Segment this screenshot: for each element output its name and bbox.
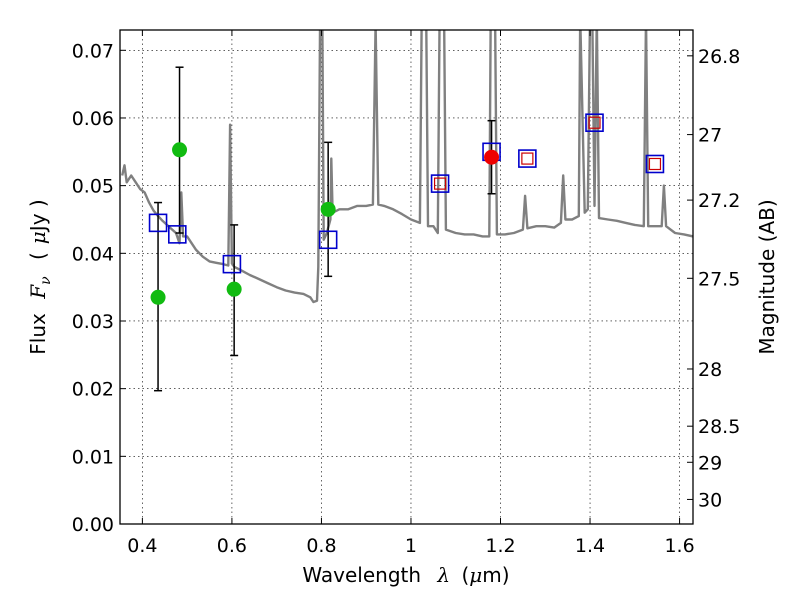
model-photometry-inner-square [521, 152, 534, 165]
y-tick-label: 0.04 [72, 243, 114, 265]
x-tick-label: 1.4 [575, 535, 605, 557]
y-tick-label: 0.00 [72, 514, 114, 536]
y-tick-label: 0.01 [72, 446, 114, 468]
detected-points [484, 149, 500, 165]
model-photometry-square [645, 154, 665, 174]
mag-tick-label: 28 [698, 359, 722, 381]
y-axis-symbol: F [26, 284, 50, 300]
detected-point [484, 149, 500, 165]
magnitude-tick-labels: 26.8 27 27.2 27.5 28 28.5 29 30 [698, 46, 740, 512]
y-tick-label: 0.06 [72, 108, 114, 130]
mag-tick-label: 27.2 [698, 190, 740, 212]
x-tick-label: 0.4 [127, 535, 157, 557]
model-spectrum-line [121, 30, 693, 304]
model-photometry-square [222, 254, 242, 274]
model-photometry-squares [148, 113, 665, 274]
y-tick-label: 0.02 [72, 379, 114, 401]
model-photometry-square [318, 230, 338, 250]
x-axis-unit-mu: μ [469, 563, 482, 587]
observed-point [320, 201, 336, 217]
mag-tick-label: 29 [698, 452, 722, 474]
mag-tick-label: 30 [698, 489, 722, 511]
mag-tick-label: 26.8 [698, 46, 740, 68]
y-tick-label: 0.07 [72, 40, 114, 62]
plot-frame [119, 29, 694, 525]
axis-ticks [120, 30, 693, 525]
x-tick-labels: 0.4 0.6 0.8 1 1.2 1.4 1.6 [127, 535, 694, 557]
x-axis-label: Wavelength λ (μm) [302, 563, 509, 587]
observed-point [226, 281, 242, 297]
y-axis-unit-mu: μ [26, 231, 50, 244]
x-tick-label: 1.2 [485, 535, 515, 557]
y-axis-unit-rest: Jy ) [26, 199, 50, 233]
model-photometry-square [585, 113, 604, 133]
model-photometry-square [168, 225, 187, 244]
y-axis-subscript: ν [38, 276, 54, 285]
y-tick-labels: 0.00 0.01 0.02 0.03 0.04 0.05 0.06 0.07 [72, 40, 114, 536]
model-photometry-inner-square [433, 177, 447, 190]
x-axis-label-text: Wavelength [302, 563, 421, 587]
plot-background [120, 30, 693, 524]
mag-tick-label: 27.5 [698, 268, 740, 290]
x-axis-unit-rest: m) [482, 563, 509, 587]
observed-point [150, 289, 166, 305]
model-photometry-square [148, 213, 168, 233]
mag-tick-label: 28.5 [698, 416, 740, 438]
model-photometry-square [518, 149, 537, 168]
x-tick-label: 0.8 [306, 535, 336, 557]
x-tick-label: 1.6 [664, 535, 694, 557]
y-tick-label: 0.03 [72, 311, 114, 333]
x-tick-label: 1 [405, 535, 417, 557]
right-axis-label: Magnitude (AB) [755, 199, 779, 354]
model-photometry-inner-square [648, 157, 662, 171]
y-axis-label-text: Flux [26, 313, 50, 355]
x-tick-label: 0.6 [217, 535, 247, 557]
x-axis-unit-open: ( [461, 563, 469, 587]
y-axis-unit-open: ( [26, 252, 50, 260]
observed-points [150, 142, 336, 305]
y-axis-label: Flux Fν ( μJy ) [26, 199, 55, 354]
model-photometry-square [430, 174, 450, 193]
y-tick-label: 0.05 [72, 176, 114, 198]
observed-point [172, 142, 188, 158]
model-photometry-inner-square [588, 116, 601, 129]
mag-tick-label: 27 [698, 125, 722, 147]
x-axis-symbol: λ [436, 563, 450, 587]
